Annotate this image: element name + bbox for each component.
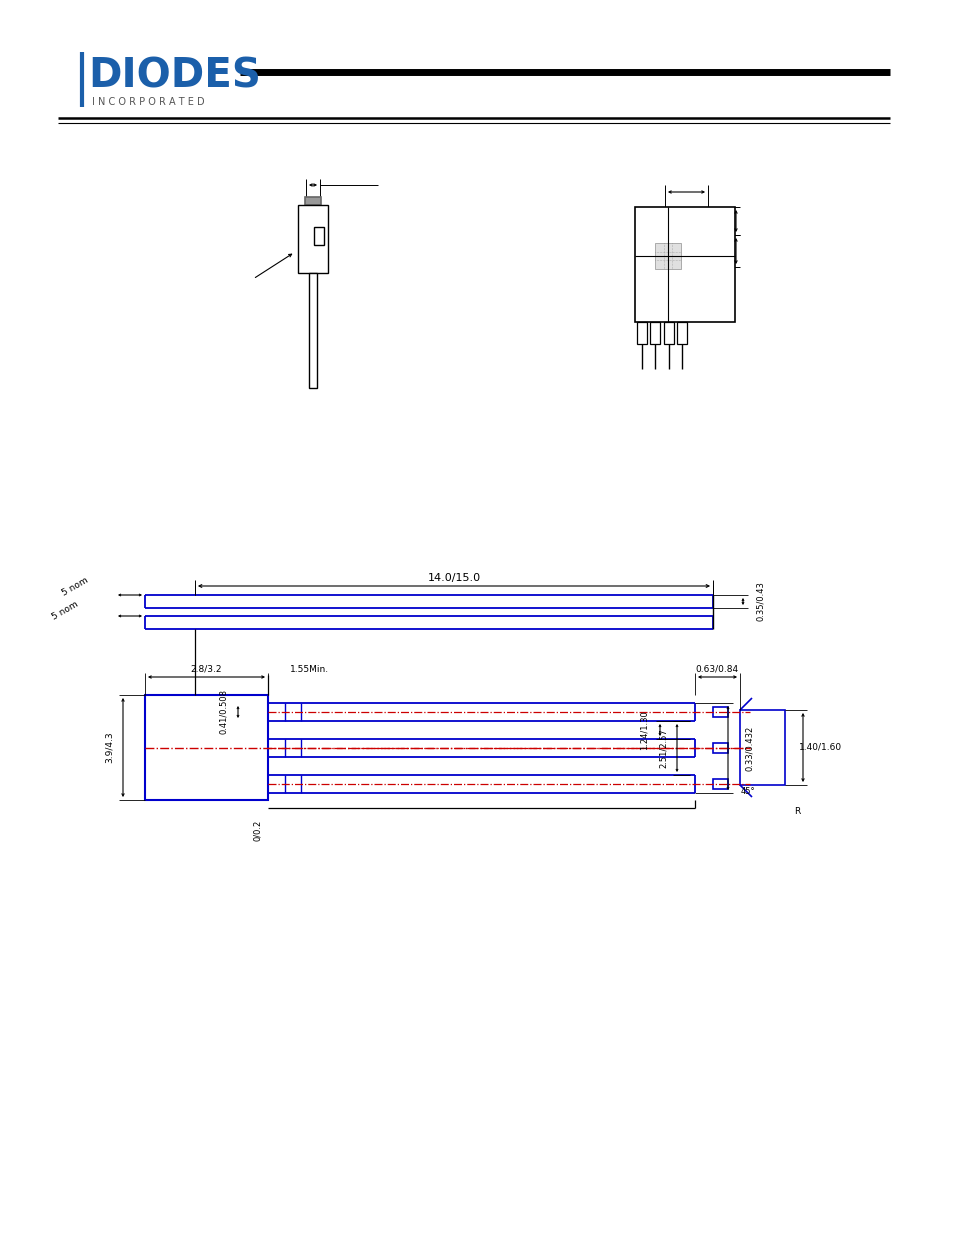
Text: 1.40/1.60: 1.40/1.60 — [799, 742, 841, 752]
Text: 14.0/15.0: 14.0/15.0 — [427, 573, 480, 583]
Bar — [712, 743, 727, 753]
Bar — [740, 710, 784, 785]
Bar — [649, 322, 659, 345]
Bar — [145, 695, 268, 800]
Text: R: R — [793, 808, 800, 816]
Text: 1.55Min.: 1.55Min. — [290, 664, 329, 673]
Text: 3.9/4.3: 3.9/4.3 — [105, 731, 113, 763]
Text: 45°: 45° — [740, 788, 755, 797]
Bar — [635, 207, 734, 322]
Bar — [297, 205, 328, 273]
Text: 0.63/0.84: 0.63/0.84 — [695, 664, 738, 673]
Text: 5 nom: 5 nom — [61, 576, 90, 598]
Text: I N C O R P O R A T E D: I N C O R P O R A T E D — [91, 98, 204, 107]
Text: 2.8/3.2: 2.8/3.2 — [190, 664, 221, 673]
Text: DIODES: DIODES — [88, 57, 260, 98]
Bar — [314, 227, 324, 245]
Bar — [637, 322, 646, 345]
Bar — [309, 273, 316, 388]
Bar — [663, 322, 673, 345]
Bar — [305, 198, 320, 205]
Text: 0.41/0.508: 0.41/0.508 — [219, 689, 229, 735]
Text: 5 nom: 5 nom — [51, 600, 80, 622]
Text: 0.35/0.43: 0.35/0.43 — [756, 580, 764, 621]
Text: 0/0.2: 0/0.2 — [253, 819, 262, 841]
Bar — [677, 322, 686, 345]
Text: 2.51/2.57: 2.51/2.57 — [658, 729, 667, 768]
Text: 1.24/1.30: 1.24/1.30 — [639, 710, 648, 750]
Bar — [655, 243, 680, 269]
Text: 0.33/0.432: 0.33/0.432 — [744, 725, 754, 771]
Bar — [712, 779, 727, 789]
Bar — [712, 706, 727, 718]
